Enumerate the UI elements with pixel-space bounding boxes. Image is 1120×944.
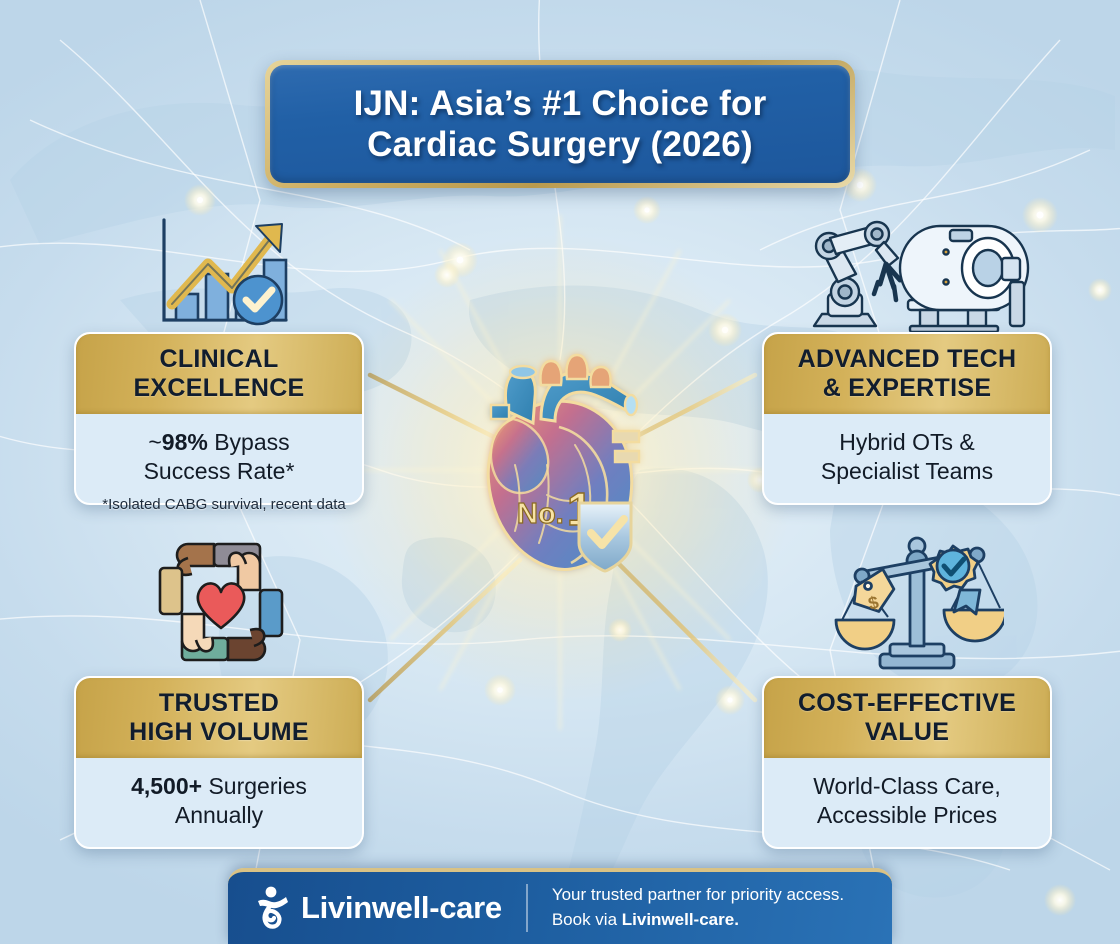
- card-body-line-2: Annually: [174, 801, 264, 828]
- card-header-cost-effective-value: COST-EFFECTIVE VALUE: [764, 678, 1050, 758]
- anatomical-heart-icon: No. 1: [455, 345, 670, 585]
- growth-bar-chart-check-icon: [146, 212, 296, 334]
- robotic-arm-and-scanner-icon: [800, 216, 1032, 338]
- title-banner: IJN: Asia’s #1 Choice for Cardiac Surger…: [265, 60, 855, 188]
- card-body-line-1: Hybrid OTs &: [839, 429, 975, 455]
- card-body-clinical-excellence: ~98% Bypass Success Rate*: [76, 414, 362, 503]
- card-heading-line-2: HIGH VOLUME: [129, 717, 309, 746]
- card-body-line-2: Specialist Teams: [820, 457, 994, 484]
- card-body-cost-effective-value: World-Class Care, Accessible Prices: [764, 758, 1050, 847]
- clinical-excellence-footnote: *Isolated CABG survival, recent data: [102, 496, 346, 513]
- card-cost-effective-value[interactable]: COST-EFFECTIVE VALUE World-Class Care, A…: [762, 676, 1052, 849]
- page-title-line-1: IJN: Asia’s #1 Choice for: [353, 83, 767, 123]
- card-clinical-excellence[interactable]: CLINICAL EXCELLENCE ~98% Bypass Success …: [74, 332, 364, 505]
- card-body-line-1: 4,500+ Surgeries: [131, 773, 307, 799]
- card-body-trusted-high-volume: 4,500+ Surgeries Annually: [76, 758, 362, 847]
- livinwell-figure-icon: [258, 886, 288, 929]
- card-heading-line-2: VALUE: [864, 717, 950, 746]
- balance-scale-value-icon: $: [832, 528, 1004, 676]
- card-heading-line-2: EXCELLENCE: [133, 373, 305, 402]
- card-heading-line-2: & EXPERTISE: [822, 373, 992, 402]
- shield-check-icon: [577, 501, 633, 573]
- brand-lockup[interactable]: Livinwell-care: [254, 885, 502, 931]
- footer-divider: [525, 884, 528, 932]
- card-heading-line-1: TRUSTED: [158, 689, 280, 717]
- card-body-line-2: Accessible Prices: [816, 801, 998, 828]
- hands-around-heart-icon: [148, 532, 294, 672]
- card-body-line-1: World-Class Care,: [813, 773, 1001, 799]
- card-heading-line-1: ADVANCED TECH: [797, 345, 1017, 373]
- footer-bar: Livinwell-care Your trusted partner for …: [228, 868, 892, 944]
- footer-tagline-line-2: Book via Livinwell-care.: [551, 910, 739, 929]
- card-heading-line-1: CLINICAL: [159, 345, 279, 373]
- card-body-advanced-tech: Hybrid OTs & Specialist Teams: [764, 414, 1050, 503]
- svg-text:$: $: [866, 592, 881, 614]
- card-header-advanced-tech: ADVANCED TECH & EXPERTISE: [764, 334, 1050, 414]
- title-banner-inner: IJN: Asia’s #1 Choice for Cardiac Surger…: [270, 65, 850, 183]
- page-title-line-2: Cardiac Surgery (2026): [367, 125, 753, 164]
- card-advanced-tech[interactable]: ADVANCED TECH & EXPERTISE Hybrid OTs & S…: [762, 332, 1052, 505]
- footer-tagline-line-1: Your trusted partner for priority access…: [551, 885, 845, 905]
- card-body-line-2: Success Rate*: [143, 457, 295, 484]
- rank-label: No.: [517, 498, 564, 530]
- footer-tagline: Your trusted partner for priority access…: [552, 883, 844, 932]
- brand-name: Livinwell-care: [301, 890, 502, 925]
- card-header-trusted-high-volume: TRUSTED HIGH VOLUME: [76, 678, 362, 758]
- card-header-clinical-excellence: CLINICAL EXCELLENCE: [76, 334, 362, 414]
- card-body-line-1: ~98% Bypass: [148, 429, 290, 455]
- card-heading-line-1: COST-EFFECTIVE: [797, 689, 1017, 717]
- card-trusted-high-volume[interactable]: TRUSTED HIGH VOLUME 4,500+ Surgeries Ann…: [74, 676, 364, 849]
